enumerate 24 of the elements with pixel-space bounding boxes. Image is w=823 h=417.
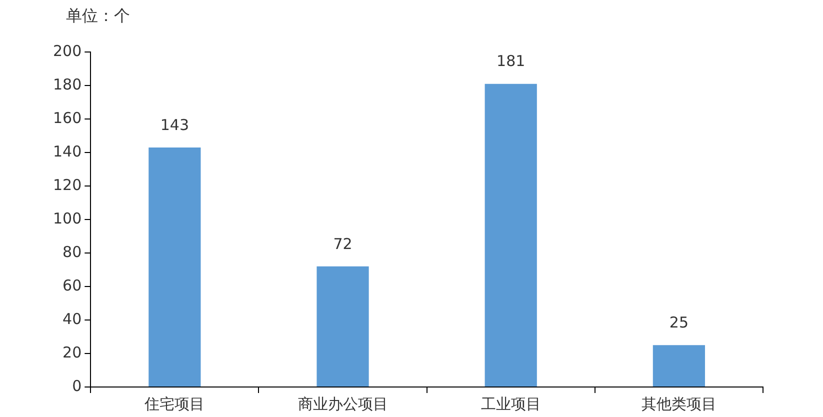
y-tick-label: 80 bbox=[62, 242, 82, 261]
data-label: 143 bbox=[160, 116, 189, 134]
bar bbox=[148, 147, 201, 386]
y-tick-label: 200 bbox=[52, 42, 82, 60]
x-tick-label: 住宅项目 bbox=[144, 394, 205, 413]
bar bbox=[484, 84, 537, 386]
bar bbox=[316, 266, 369, 386]
data-label: 25 bbox=[669, 314, 688, 332]
y-tick-label: 40 bbox=[62, 310, 82, 328]
y-axis-title: 单位：个 bbox=[66, 6, 130, 27]
data-label: 72 bbox=[333, 234, 352, 253]
y-tick-label: 180 bbox=[52, 75, 82, 94]
data-label: 181 bbox=[496, 52, 526, 70]
y-tick-label: 60 bbox=[62, 276, 82, 294]
y-tick-label: 100 bbox=[52, 209, 82, 228]
y-tick-label: 140 bbox=[52, 142, 82, 160]
y-tick-label: 120 bbox=[52, 176, 82, 194]
x-tick-label: 工业项目 bbox=[480, 394, 541, 413]
x-tick-label: 其他类项目 bbox=[641, 394, 716, 413]
y-tick-label: 0 bbox=[72, 376, 82, 395]
bar bbox=[652, 345, 706, 386]
y-tick-label: 20 bbox=[62, 343, 82, 362]
x-tick-label: 商业办公项目 bbox=[298, 394, 388, 413]
y-tick-label: 160 bbox=[52, 108, 82, 127]
